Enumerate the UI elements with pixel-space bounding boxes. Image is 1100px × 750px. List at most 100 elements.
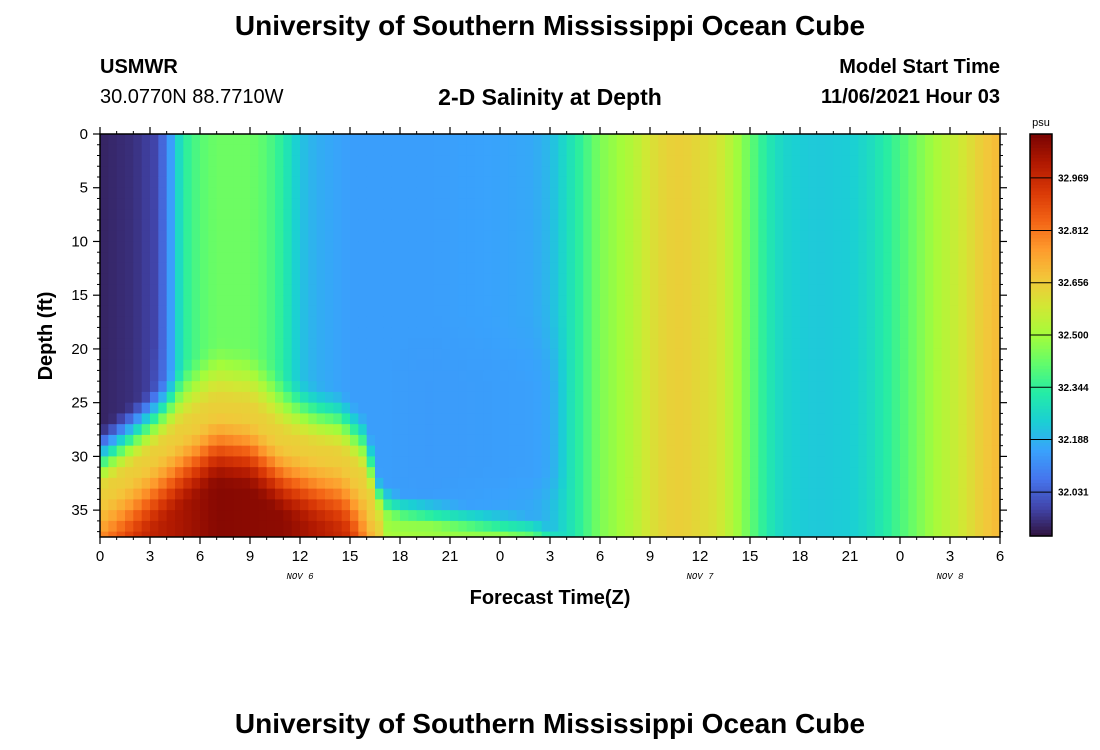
heatmap-cell	[216, 166, 226, 178]
heatmap-cell	[166, 499, 176, 511]
heatmap-cell	[466, 499, 476, 511]
heatmap-cell	[966, 166, 976, 178]
heatmap-cell	[641, 176, 651, 189]
heatmap-cell	[983, 252, 993, 264]
heatmap-cell	[608, 155, 618, 167]
heatmap-cell	[108, 531, 118, 537]
heatmap-cell	[291, 144, 301, 157]
heatmap-cell	[891, 305, 901, 318]
heatmap-cell	[550, 327, 559, 339]
heatmap-cell	[941, 198, 951, 210]
heatmap-cell	[625, 531, 634, 537]
heatmap-cell	[408, 413, 418, 425]
heatmap-cell	[666, 219, 676, 232]
heatmap-cell	[833, 477, 843, 490]
heatmap-cell	[825, 520, 834, 533]
heatmap-cell	[808, 284, 818, 296]
heatmap-cell	[100, 209, 109, 221]
heatmap-cell	[416, 531, 426, 537]
heatmap-cell	[533, 166, 543, 178]
heatmap-cell	[508, 327, 518, 339]
heatmap-cell	[975, 305, 984, 318]
heatmap-cell	[575, 338, 584, 350]
heatmap-cell	[758, 370, 768, 382]
heatmap-cell	[541, 176, 551, 189]
heatmap-cell	[850, 510, 859, 522]
heatmap-cell	[800, 284, 809, 296]
heatmap-cell	[600, 252, 609, 264]
heatmap-cell	[491, 176, 501, 189]
heatmap-cell	[283, 295, 293, 307]
heatmap-cell	[458, 327, 468, 339]
heatmap-cell	[816, 445, 826, 457]
heatmap-cell	[225, 176, 234, 189]
heatmap-cell	[991, 316, 1000, 329]
heatmap-cell	[875, 488, 884, 500]
heatmap-cell	[608, 198, 618, 210]
heatmap-cell	[550, 187, 559, 200]
heatmap-cell	[850, 370, 859, 382]
heatmap-cell	[233, 402, 243, 415]
heatmap-cell	[233, 316, 243, 329]
heatmap-cell	[100, 488, 109, 500]
heatmap-cell	[991, 413, 1000, 425]
heatmap-cell	[941, 477, 951, 490]
heatmap-cell	[316, 381, 326, 393]
heatmap-cell	[600, 381, 609, 393]
heatmap-cell	[816, 456, 826, 468]
heatmap-cell	[625, 305, 634, 318]
heatmap-cell	[441, 176, 451, 189]
heatmap-cell	[858, 467, 868, 479]
colorbar-swatch	[1030, 522, 1052, 527]
heatmap-cell	[591, 520, 601, 533]
heatmap-cell	[108, 510, 118, 522]
heatmap-cell	[250, 402, 259, 415]
heatmap-cell	[216, 209, 226, 221]
heatmap-cell	[308, 198, 318, 210]
heatmap-cell	[933, 219, 943, 232]
heatmap-cell	[850, 273, 859, 286]
heatmap-cell	[683, 531, 693, 537]
heatmap-cell	[125, 348, 134, 361]
heatmap-cell	[891, 477, 901, 490]
heatmap-cell	[858, 176, 868, 189]
heatmap-cell	[458, 348, 468, 361]
heatmap-cell	[883, 381, 893, 393]
heatmap-cell	[716, 209, 726, 221]
heatmap-cell	[916, 219, 926, 232]
heatmap-cell	[658, 381, 668, 393]
heatmap-cell	[758, 381, 768, 393]
heatmap-cell	[558, 467, 568, 479]
heatmap-cell	[250, 327, 259, 339]
heatmap-cell	[966, 370, 976, 382]
heatmap-cell	[425, 499, 434, 511]
heatmap-cell	[600, 445, 609, 457]
heatmap-cell	[641, 370, 651, 382]
heatmap-cell	[325, 273, 334, 286]
heatmap-cell	[333, 520, 343, 533]
heatmap-cell	[358, 316, 368, 329]
heatmap-cell	[741, 166, 751, 178]
heatmap-cell	[308, 316, 318, 329]
heatmap-cell	[125, 456, 134, 468]
heatmap-cell	[925, 176, 934, 189]
heatmap-cell	[816, 499, 826, 511]
heatmap-cell	[958, 510, 968, 522]
heatmap-cell	[316, 209, 326, 221]
heatmap-cell	[300, 338, 309, 350]
heatmap-cell	[716, 187, 726, 200]
heatmap-cell	[500, 176, 509, 189]
heatmap-cell	[758, 359, 768, 372]
colorbar-swatch	[1030, 515, 1052, 520]
heatmap-cell	[608, 402, 618, 415]
heatmap-cell	[350, 284, 359, 296]
heatmap-cell	[358, 230, 368, 243]
heatmap-cell	[616, 198, 626, 210]
heatmap-cell	[266, 209, 276, 221]
heatmap-cell	[583, 359, 593, 372]
heatmap-cell	[191, 499, 201, 511]
heatmap-cell	[908, 531, 918, 537]
heatmap-cell	[725, 424, 734, 436]
heatmap-cell	[558, 144, 568, 157]
heatmap-cell	[266, 391, 276, 404]
